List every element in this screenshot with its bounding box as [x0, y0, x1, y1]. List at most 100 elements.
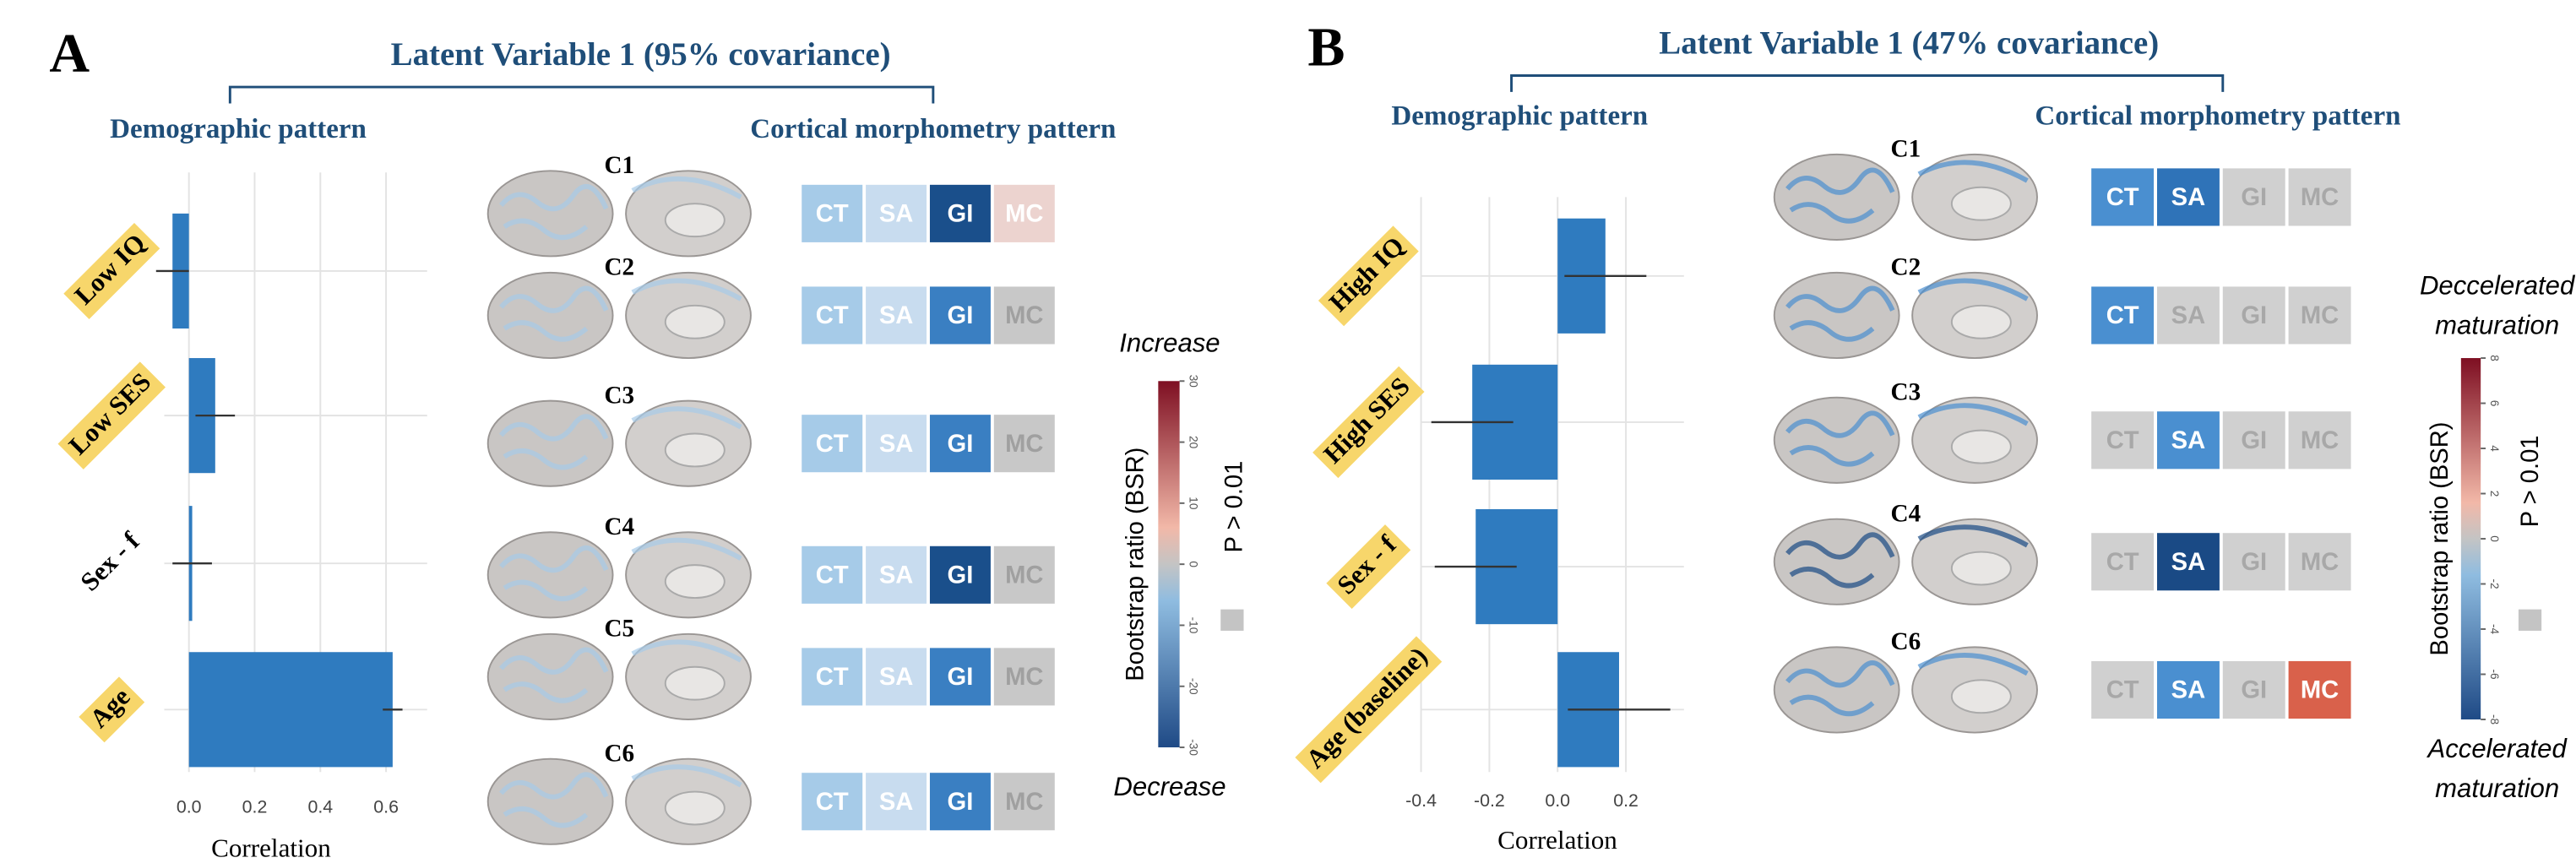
- colorbar-tick-label: 10: [1187, 497, 1200, 510]
- category-label-group: High SES: [1312, 366, 1424, 478]
- colorbar-tick-label: -2: [2488, 578, 2501, 589]
- component-label: C6: [605, 740, 635, 767]
- tile-label: CT: [2106, 549, 2139, 576]
- section-heading: Demographic pattern: [110, 114, 367, 144]
- tile-label: CT: [816, 201, 849, 228]
- colorbar-tick-label: 20: [1187, 436, 1200, 449]
- x-tick-label: 0.0: [177, 797, 202, 817]
- colorbar-tick-label: 30: [1187, 375, 1200, 388]
- tile-label: GI: [948, 789, 974, 816]
- colorbar-tick-label: 2: [2488, 491, 2501, 497]
- legend-swatch: [2519, 610, 2541, 631]
- tile-label: MC: [2301, 302, 2339, 329]
- tile-label: CT: [816, 664, 849, 691]
- x-tick-label: 0.2: [1613, 790, 1639, 811]
- category-label: High IQ: [1323, 231, 1410, 317]
- tile-label: GI: [2241, 677, 2267, 704]
- brain-medial-core: [666, 434, 725, 467]
- tile-label: CT: [816, 302, 849, 329]
- panel-title: Latent Variable 1 (95% covariance): [391, 36, 891, 73]
- colorbar-tick-label: -4: [2488, 624, 2501, 635]
- tile-label: GI: [948, 562, 974, 589]
- tile-label: SA: [2171, 302, 2206, 329]
- component-label: C4: [605, 513, 635, 540]
- brain-lateral: [1774, 155, 1899, 240]
- brain-medial-core: [1952, 431, 2011, 464]
- category-label-group: High IQ: [1318, 225, 1419, 326]
- category-label-group: Sex - f: [74, 526, 145, 597]
- x-tick-label: 0.0: [1545, 790, 1570, 811]
- tile-label: MC: [1005, 302, 1043, 329]
- x-tick-label: -0.4: [1405, 790, 1437, 811]
- component-label: C2: [605, 254, 635, 281]
- tile-label: SA: [2171, 427, 2206, 454]
- tile-label: SA: [879, 201, 914, 228]
- tile-label: MC: [2301, 427, 2339, 454]
- brain-lateral: [1774, 647, 1899, 732]
- brain-lateral: [488, 401, 613, 486]
- tile-label: SA: [879, 789, 914, 816]
- bracket: [1512, 75, 2223, 91]
- colorbar: [2461, 358, 2481, 719]
- colorbar-legend: P > 0.01: [2517, 435, 2544, 527]
- tile-label: GI: [2241, 549, 2267, 576]
- brain-lateral: [488, 759, 613, 844]
- colorbar-bottom-label: maturation: [2435, 773, 2559, 803]
- tile-label: SA: [879, 302, 914, 329]
- brain-medial-core: [666, 667, 725, 700]
- component-label: C1: [605, 152, 635, 179]
- brain-lateral: [1774, 519, 1899, 605]
- category-label: High SES: [1318, 372, 1416, 469]
- tile-label: CT: [2106, 677, 2139, 704]
- brain-medial-core: [1952, 187, 2011, 220]
- colorbar-tick-label: 0: [1187, 561, 1200, 567]
- brain-medial-core: [666, 565, 725, 598]
- colorbar-tick-label: -10: [1187, 617, 1200, 634]
- category-label-group: Low SES: [58, 361, 166, 469]
- category-label-group: Sex - f: [1326, 524, 1410, 609]
- panel-label: B: [1307, 16, 1345, 78]
- section-heading: Demographic pattern: [1391, 101, 1648, 132]
- tile-label: MC: [1005, 201, 1043, 228]
- x-tick-label: 0.6: [373, 797, 399, 817]
- colorbar-tick-label: 0: [2488, 535, 2501, 542]
- colorbar-top-label: Increase: [1119, 328, 1220, 358]
- page: {"panels":[ {"label":"A","title":"Latent…: [0, 0, 2576, 863]
- component-label: C3: [1891, 379, 1921, 406]
- tile-label: MC: [1005, 562, 1043, 589]
- tile-label: GI: [948, 431, 974, 458]
- colorbar-top-label: Deccelerated: [2420, 271, 2576, 301]
- category-label-group: Low IQ: [63, 223, 160, 319]
- x-tick-label: 0.2: [242, 797, 268, 817]
- colorbar-tick-label: -20: [1187, 678, 1200, 695]
- category-label: Age (baseline): [1300, 641, 1432, 773]
- brain-medial-core: [1952, 680, 2011, 713]
- tile-label: MC: [2301, 549, 2339, 576]
- bar: [189, 652, 393, 767]
- brain-medial-core: [1952, 306, 2011, 339]
- tile-label: SA: [2171, 184, 2206, 211]
- legend-swatch: [1220, 610, 1243, 631]
- brain-lateral: [488, 273, 613, 358]
- brain-medial-core: [666, 792, 725, 825]
- tile-label: GI: [2241, 184, 2267, 211]
- tile-label: MC: [2301, 184, 2339, 211]
- brain-lateral: [1774, 273, 1899, 358]
- component-label: C6: [1891, 628, 1921, 655]
- panel-label: A: [49, 23, 90, 84]
- tile-label: MC: [2301, 677, 2339, 704]
- colorbar-tick-label: -30: [1187, 739, 1200, 756]
- component-label: C4: [1891, 500, 1921, 527]
- tile-label: CT: [2106, 184, 2139, 211]
- x-axis-label: Correlation: [211, 833, 331, 863]
- colorbar-bottom-label: Accelerated: [2426, 734, 2568, 763]
- brain-medial-core: [666, 204, 725, 236]
- colorbar: [1158, 381, 1179, 747]
- component-label: C2: [1891, 254, 1921, 281]
- tile-label: GI: [2241, 302, 2267, 329]
- tile-label: GI: [2241, 427, 2267, 454]
- brain-lateral: [488, 532, 613, 617]
- colorbar-tick-label: 6: [2488, 400, 2501, 407]
- category-label-group: Age: [79, 676, 144, 742]
- brain-medial-core: [666, 306, 725, 339]
